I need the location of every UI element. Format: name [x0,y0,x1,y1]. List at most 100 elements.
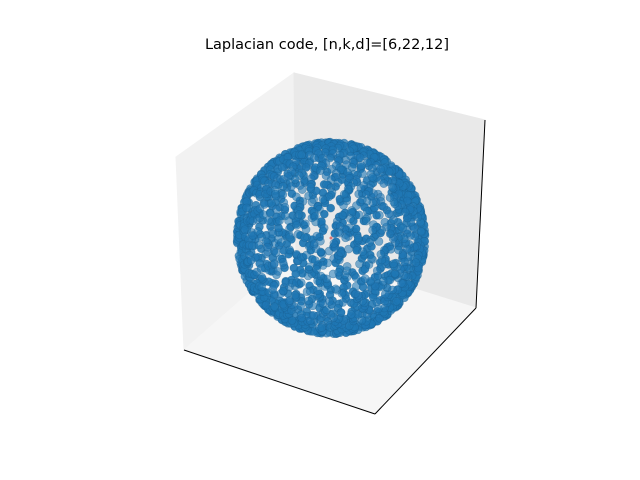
center-point [329,236,333,240]
scatter-point [411,258,421,267]
scatter-point [254,240,264,250]
scatter-point [316,236,325,246]
scatter-point [351,273,361,283]
scatter-point [354,210,364,220]
scatter-point [378,276,388,286]
scatter-point [268,229,278,239]
scatter-point [400,257,409,267]
scatter-point [292,221,301,230]
scatter-point [304,262,314,272]
scatter-point [246,256,256,265]
scatter-point [257,272,267,282]
scatter-point [271,204,281,214]
scatter-point [379,202,389,211]
scatter-point [264,216,273,225]
scatter-point [376,250,386,259]
scatter-point [285,232,295,242]
scatter-point [358,169,367,178]
scatter-point [276,238,286,247]
scatter-point [346,214,355,223]
scatter-point [269,281,279,290]
scatter-point [304,296,313,306]
scatter-point [346,310,356,319]
scatter-point [271,248,281,258]
scatter-point [285,296,295,305]
scatter-point [374,237,384,246]
scatter-point [380,289,390,299]
scatter-point [256,264,266,273]
scatter-point [361,216,371,226]
scatter-point [367,254,376,264]
scatter-point [312,264,322,274]
scatter-point [263,242,272,252]
scatter-point [315,166,325,175]
scatter-point [360,274,370,283]
z-axis-line [475,119,486,309]
scatter-point [353,233,363,243]
scatter-point [384,209,394,219]
scatter-point [267,199,276,208]
x-axis-line [183,349,376,415]
scatter-point [316,271,326,281]
scatter-point [334,267,344,277]
scatter-point [344,244,353,254]
scatter-point [305,286,315,296]
scatter-point [271,189,280,199]
scatter-point [376,164,385,174]
scatter-point [372,266,382,276]
scatter-point [270,259,279,268]
scatter-point [242,203,251,213]
scatter-points [232,137,430,339]
scatter-point [278,182,288,191]
scatter-point [309,311,318,320]
y-axis-line [374,307,477,415]
scatter-point [290,290,300,300]
scatter-point [342,262,352,271]
scatter-point [284,216,293,225]
scatter-point [302,250,311,260]
scatter-point [368,225,377,235]
scatter-point [301,225,311,234]
scatter-point [388,285,397,295]
scatter-point [385,229,395,239]
scatter-point [351,289,361,298]
scatter-point [331,284,340,294]
scatter-point [338,211,347,220]
scatter-point [336,308,346,317]
scatter-point [357,161,366,170]
scatter-point [277,163,287,172]
scatter-point [278,286,288,296]
scatter-point [318,194,328,204]
scatter-point [355,153,365,162]
scatter-point [400,207,410,217]
scatter-point [326,203,336,213]
scatter-point [292,192,301,202]
scatter-point [323,258,333,268]
scatter-point [398,223,408,233]
scatter-point [297,313,307,323]
scatter-point [270,302,279,311]
scatter-point [333,178,343,187]
scatter-point [297,150,307,159]
scatter-point [316,247,326,257]
scatter-point [325,297,334,306]
scatter-point [319,223,329,233]
scatter-point [297,185,307,194]
scatter-point [306,182,315,192]
scatter-point [313,286,323,295]
scatter-point [357,195,367,205]
scatter-point [389,259,398,269]
scatter-point [372,297,382,307]
scatter-point [287,182,296,191]
scatter-point [416,226,426,236]
scatter-point [311,217,320,227]
scatter-point [278,257,288,267]
scatter-point [317,323,327,332]
scatter-point [379,179,389,188]
scatter-point [392,297,401,306]
scatter-point [341,233,350,243]
scatter-point [291,269,301,279]
scatter-point [285,245,294,255]
scatter-point [275,216,284,225]
